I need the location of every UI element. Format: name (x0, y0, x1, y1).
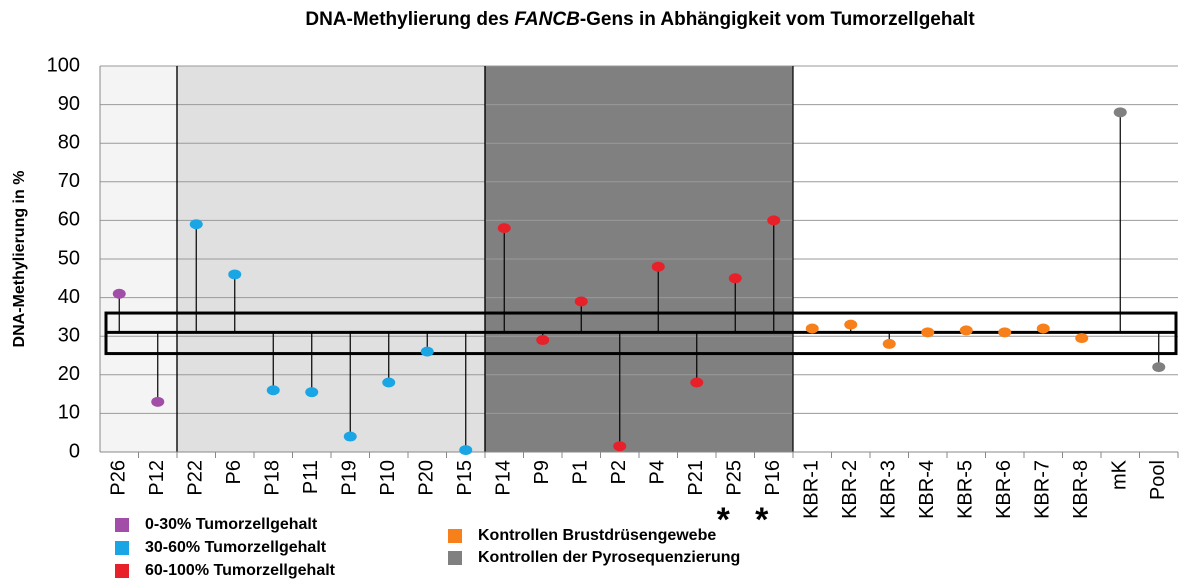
legend-label: Kontrollen der Pyrosequenzierung (478, 549, 740, 566)
x-tick-label: P9 (531, 460, 553, 484)
point (805, 323, 819, 334)
point (420, 346, 434, 357)
reference-band (104, 311, 1178, 356)
x-tick-label: KBR-2 (839, 460, 861, 519)
x-tick-label: P2 (608, 460, 630, 484)
point (728, 273, 742, 284)
x-tick-label: KBR-6 (993, 460, 1015, 519)
chart-title: DNA-Methylierung des FANCB-Gens in Abhän… (305, 9, 975, 30)
y-tick-label: 30 (58, 324, 80, 346)
x-tick-label: P26 (108, 460, 130, 496)
y-tick-label: 20 (58, 363, 80, 385)
y-tick-label: 70 (58, 170, 80, 192)
x-tick-label: KBR-7 (1032, 460, 1054, 519)
point (228, 269, 242, 280)
x-tick-label: P4 (647, 460, 669, 484)
x-tick-label: mK (1109, 459, 1131, 490)
point (266, 385, 280, 396)
x-tick-label: P10 (377, 460, 399, 496)
title-part: DNA-Methylierung des (305, 9, 514, 30)
point (536, 335, 550, 346)
x-tick-label: P25 (724, 460, 746, 496)
x-tick-label: KBR-1 (801, 460, 823, 519)
x-tick-label: P18 (262, 460, 284, 496)
point (189, 219, 203, 230)
legend-label: 0-30% Tumorzellgehalt (145, 516, 318, 533)
legend-label: Kontrollen Brustdrüsengewebe (478, 527, 716, 544)
y-tick-label: 100 (47, 54, 80, 76)
legend-swatch (115, 564, 129, 578)
x-tick-label: P22 (185, 460, 207, 496)
point (382, 377, 396, 388)
annotation: * (755, 501, 769, 539)
y-tick-label: 50 (58, 247, 80, 269)
point (1075, 333, 1089, 344)
x-tick-label: P21 (685, 460, 707, 496)
y-axis-label: DNA-Methylierung in % (11, 171, 28, 348)
y-tick-label: 90 (58, 93, 80, 115)
point (112, 288, 126, 299)
y-tick-label: 40 (58, 286, 80, 308)
point (1036, 323, 1050, 334)
x-tick-label: P1 (570, 460, 592, 484)
legend-swatch (115, 518, 129, 532)
point (613, 441, 627, 452)
x-tick-label: P14 (493, 460, 515, 496)
x-tick-label: KBR-4 (916, 460, 938, 519)
point (921, 327, 935, 338)
point (305, 387, 319, 398)
y-tick-label: 80 (58, 131, 80, 153)
y-tick-label: 0 (69, 440, 80, 462)
annotation: * (717, 501, 731, 539)
x-tick-label: KBR-3 (878, 460, 900, 519)
legend-label: 60-100% Tumorzellgehalt (145, 562, 336, 579)
point (767, 215, 781, 226)
point (343, 431, 357, 442)
x-tick-label: KBR-8 (1070, 460, 1092, 519)
legend-swatch (448, 529, 462, 543)
title-part: -Gens in Abhängigkeit vom Tumorzellgehal… (580, 9, 975, 30)
point (151, 396, 165, 407)
point (459, 445, 473, 456)
y-tick-label: 10 (58, 402, 80, 424)
x-tick-label: P16 (762, 460, 784, 496)
y-tick-label: 60 (58, 209, 80, 231)
legend-swatch (448, 551, 462, 565)
point (690, 377, 704, 388)
point (497, 223, 511, 234)
x-tick-label: P12 (146, 460, 168, 496)
point (998, 327, 1012, 338)
title-part: FANCB (514, 9, 580, 30)
point (844, 319, 858, 330)
point (1152, 362, 1166, 373)
point (651, 261, 665, 272)
x-tick-label: P15 (454, 460, 476, 496)
point (882, 338, 896, 349)
x-tick-label: P6 (223, 460, 245, 484)
legend-swatch (115, 541, 129, 555)
x-tick-label: KBR-5 (955, 460, 977, 519)
x-tick-label: P11 (300, 460, 322, 494)
x-tick-label: P19 (339, 460, 361, 496)
point (1113, 107, 1127, 118)
x-tick-label: P20 (416, 460, 438, 496)
point (574, 296, 588, 307)
point (959, 325, 973, 336)
legend-label: 30-60% Tumorzellgehalt (145, 539, 327, 556)
x-tick-label: Pool (1147, 460, 1169, 500)
